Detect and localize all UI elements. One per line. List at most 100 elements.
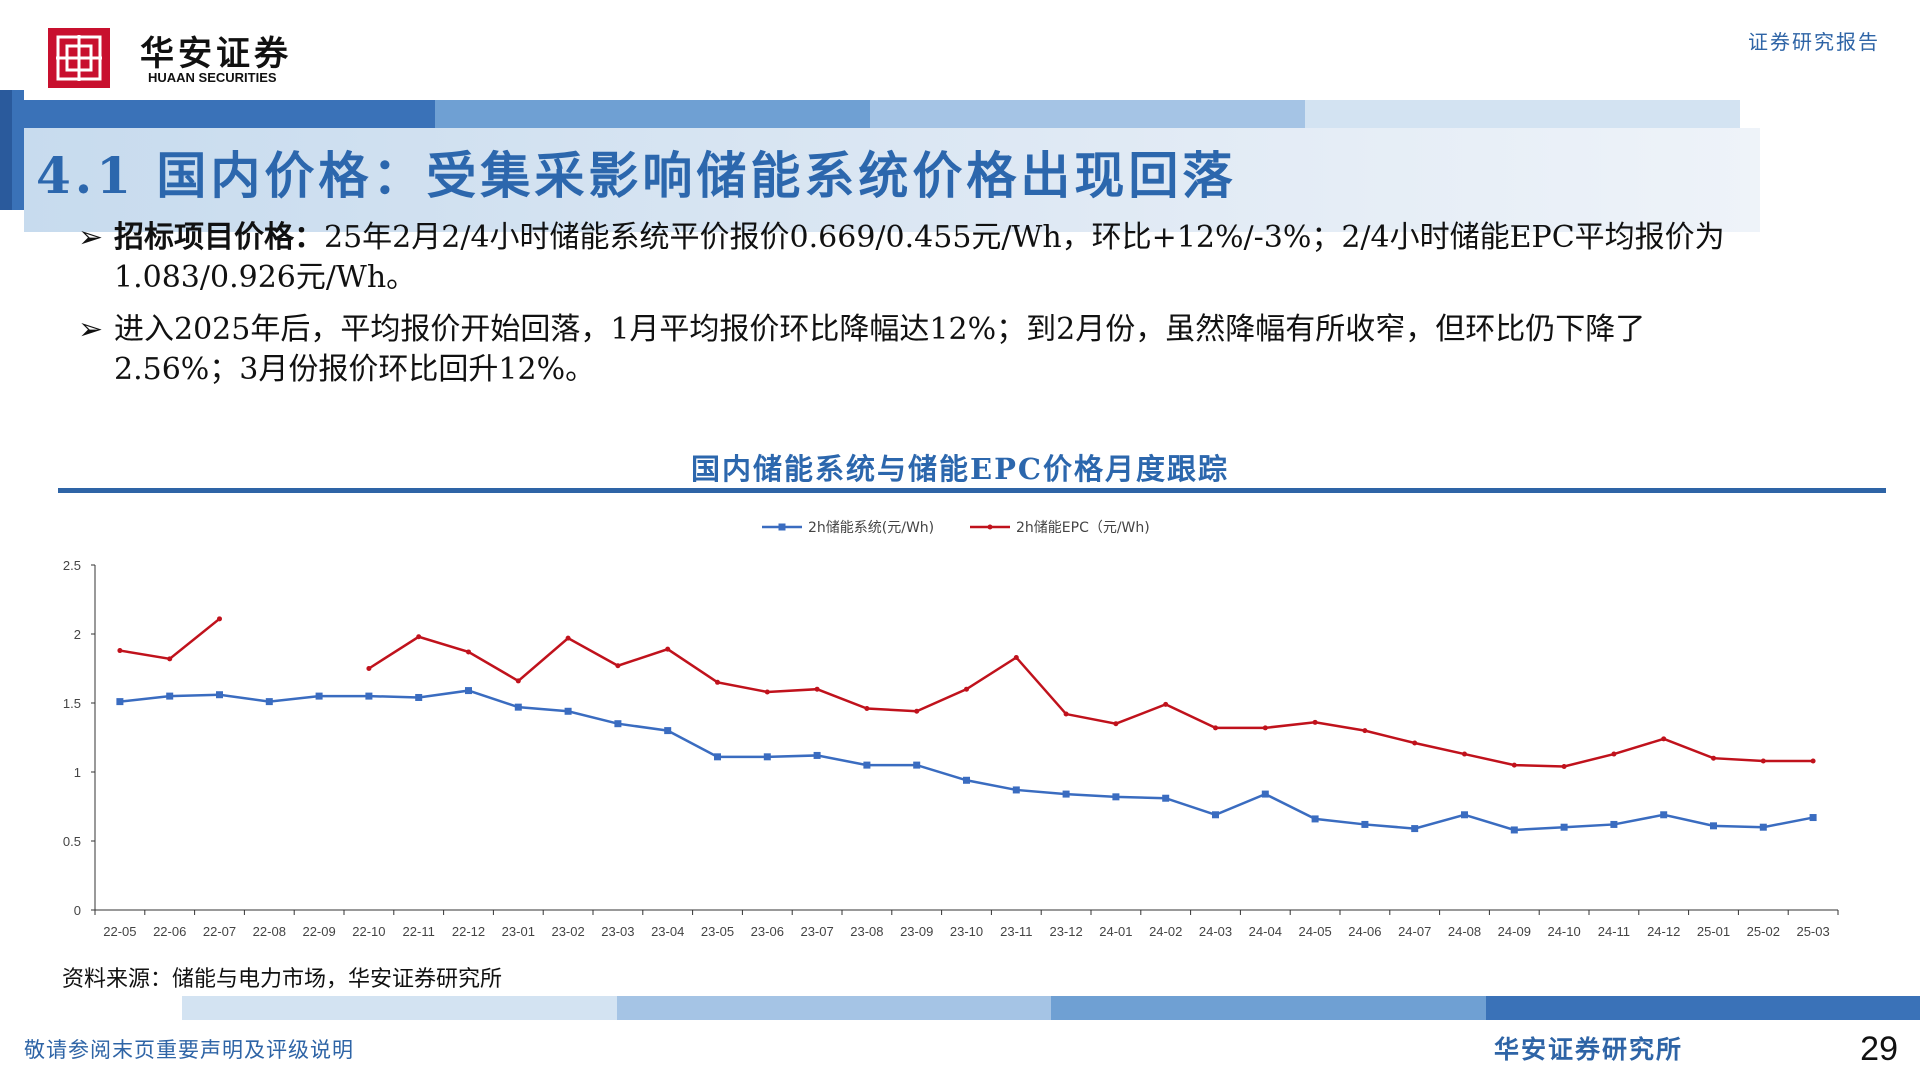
series-2-point — [117, 648, 123, 654]
x-tick-label: 24-12 — [1647, 924, 1680, 939]
price-line-chart: 0 0.5 1 1.5 2 2.5 22-05 22-06 22-07 22-08 22-09 22-… — [63, 520, 1839, 939]
x-tick-label: 24-02 — [1149, 924, 1182, 939]
series-2-point — [1611, 751, 1617, 757]
series-1-point — [216, 691, 223, 699]
brand-name-cn: 华安证券 — [140, 34, 292, 74]
series-1-point — [1361, 820, 1369, 828]
x-tick-label: 24-04 — [1249, 924, 1282, 939]
footer-institute: 华安证券研究所 — [1494, 1035, 1684, 1064]
series-2-point — [1113, 721, 1119, 727]
legend-marker-2 — [987, 524, 993, 530]
x-tick-label: 23-12 — [1049, 924, 1082, 939]
section-title: 4.1 国内价格：受集采影响储能系统价格出现回落 — [36, 146, 1237, 205]
series-1-point — [913, 761, 921, 769]
series-1-point — [714, 753, 721, 761]
footer-color-band — [182, 996, 1920, 1020]
x-tick-label: 24-03 — [1199, 924, 1232, 939]
series-1-point — [1809, 814, 1817, 822]
series-2-point — [1462, 751, 1467, 757]
series-2-point — [665, 646, 671, 652]
series-2-point — [167, 656, 173, 662]
x-tick-label: 23-09 — [900, 924, 933, 939]
series-2-point — [1262, 725, 1268, 731]
series-1-point — [1510, 826, 1518, 834]
x-tick-label: 23-08 — [850, 924, 883, 939]
x-tick-label: 23-05 — [701, 924, 734, 939]
series-1-point — [1062, 790, 1070, 798]
series-2-point — [1312, 719, 1318, 725]
x-tick-label: 25-03 — [1796, 924, 1829, 939]
series-1-point — [1311, 815, 1319, 823]
series-2-point — [764, 689, 770, 695]
x-tick-label: 22-08 — [253, 924, 286, 939]
x-tick-label: 22-11 — [403, 924, 435, 939]
series-2-point — [814, 686, 820, 692]
left-accent-stripe-dark — [0, 90, 12, 210]
chart-title: 国内储能系统与储能EPC价格月度跟踪 — [691, 452, 1229, 486]
series-2-point — [1810, 758, 1816, 764]
legend-label-2: 2h储能EPC（元/Wh) — [1016, 520, 1150, 536]
series-1-point — [265, 698, 273, 706]
x-tick-label: 24-07 — [1398, 924, 1431, 939]
x-tick-label: 24-09 — [1498, 924, 1531, 939]
series-2-point — [1163, 701, 1169, 707]
series-2-point — [1362, 728, 1368, 734]
legend-label-1: 2h储能系统(元/Wh) — [808, 520, 934, 536]
series-2-point — [1760, 758, 1766, 764]
bullet-1-text: 25年2月2/4小时储能系统平价报价0.669/0.455元/Wh，环比+12%… — [114, 220, 1725, 295]
series-1-point — [465, 687, 472, 695]
series-2-point — [1561, 763, 1567, 769]
series-2-point — [466, 649, 471, 655]
x-tick-label: 23-11 — [1000, 924, 1032, 939]
x-tick-label: 24-08 — [1448, 924, 1481, 939]
arrow-bullet-icon: ➢ — [78, 220, 104, 255]
x-tick-label: 24-01 — [1099, 924, 1132, 939]
series-1-point — [365, 692, 373, 700]
y-tick-label: 0 — [74, 903, 81, 918]
series-1-point — [614, 720, 622, 728]
series-1-point — [1212, 811, 1219, 819]
series-2-point — [416, 634, 422, 640]
footer-disclaimer: 敬请参阅末页重要声明及评级说明 — [24, 1038, 354, 1062]
page-number-box — [1826, 1020, 1920, 1080]
x-tick-label: 23-03 — [601, 924, 634, 939]
series-1-point — [863, 761, 871, 769]
series-1-point — [1461, 811, 1468, 819]
x-tick-label: 22-05 — [103, 924, 136, 939]
series-1-point — [1660, 811, 1668, 819]
chart-title-rule — [58, 488, 1886, 493]
x-tick-label: 24-10 — [1547, 924, 1580, 939]
y-tick-label: 2.5 — [63, 558, 81, 573]
y-tick-label: 1.5 — [63, 696, 81, 711]
series-1-point — [963, 776, 970, 784]
x-tick-label: 22-06 — [153, 924, 186, 939]
series-1-point — [116, 698, 124, 706]
x-tick-label: 24-05 — [1298, 924, 1331, 939]
y-tick-label: 2 — [74, 627, 81, 642]
series-2-point — [864, 706, 870, 712]
series-2-point — [515, 678, 521, 684]
source-note: 资料来源：储能与电力市场，华安证券研究所 — [62, 967, 503, 992]
series-2-point — [217, 616, 222, 622]
arrow-bullet-icon: ➢ — [78, 312, 104, 347]
series-2-point — [366, 666, 372, 671]
x-tick-label: 23-10 — [950, 924, 983, 939]
series-1-point — [1710, 822, 1717, 830]
series-2-point — [1213, 725, 1218, 731]
huaan-logo — [48, 28, 110, 88]
series-1-point — [1261, 790, 1269, 798]
x-tick-label: 22-07 — [203, 924, 236, 939]
series-1-point — [166, 692, 174, 700]
series-line-1 — [119, 689, 1814, 832]
brand-name-en: HUAAN SECURITIES — [148, 70, 277, 85]
series-2-point — [964, 686, 969, 692]
page-number: 29 — [1860, 1030, 1898, 1068]
bullet-2-text: 进入2025年后，平均报价开始回落，1月平均报价环比降幅达12%；到2月份，虽然… — [114, 312, 1646, 387]
series-1-point — [813, 751, 821, 759]
series-1-point — [1411, 825, 1419, 833]
x-tick-label: 23-06 — [751, 924, 784, 939]
series-1-point — [415, 693, 423, 701]
x-tick-label: 25-01 — [1697, 924, 1730, 939]
series-2-point — [715, 679, 720, 685]
series-1-point — [514, 703, 522, 711]
